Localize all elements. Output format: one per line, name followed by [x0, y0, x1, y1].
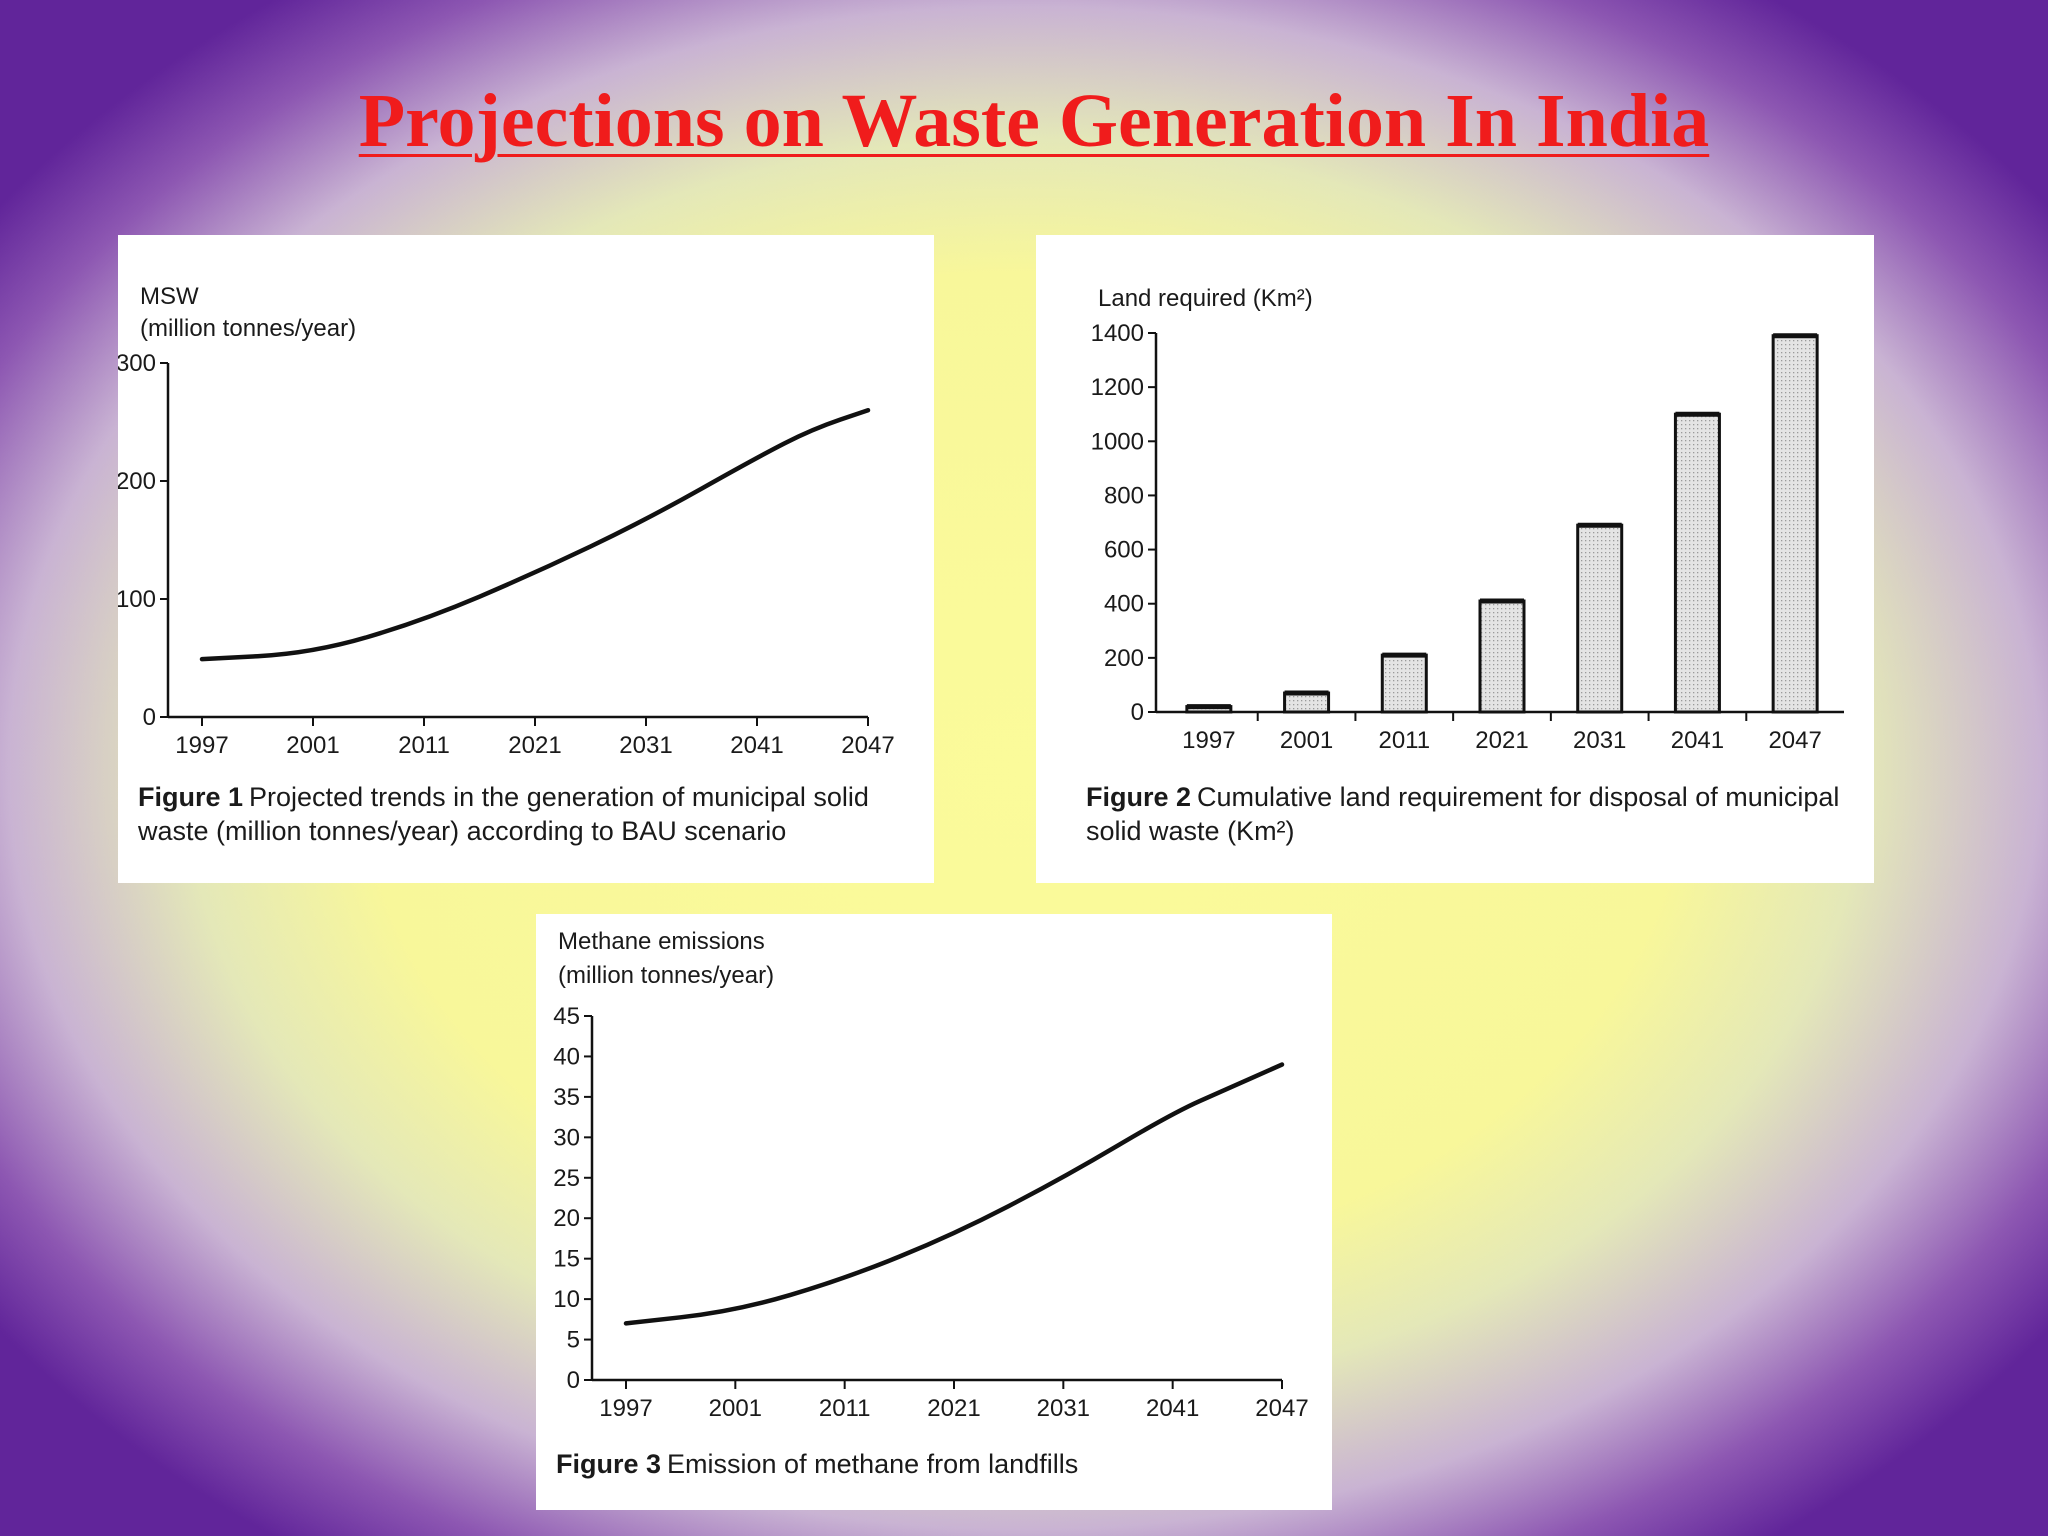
x-tick-label: 2021 — [1475, 727, 1528, 754]
y-tick-label: 0 — [143, 704, 156, 731]
x-tick-label: 1997 — [1182, 727, 1235, 754]
x-tick-label: 2041 — [730, 732, 783, 759]
x-tick-label: 2031 — [1573, 727, 1626, 754]
y-tick-label: 30 — [553, 1124, 580, 1151]
figure-2-caption-label: Figure 2 — [1086, 782, 1192, 812]
y-tick-label: 15 — [553, 1246, 580, 1273]
y-tick-label: 45 — [553, 1003, 580, 1030]
y-tick-label: 800 — [1104, 482, 1144, 509]
y-tick-label: 25 — [553, 1165, 580, 1192]
figure-1-panel: MSW (million tonnes/year) 0 100 200 300 1997… — [118, 235, 934, 883]
x-tick-label: 2047 — [841, 732, 894, 759]
y-tick-label: 200 — [1104, 645, 1144, 672]
x-tick-label: 2011 — [398, 732, 450, 759]
figure-3-caption-text: Emission of methane from landfills — [667, 1449, 1079, 1479]
x-tick-label: 2021 — [927, 1395, 980, 1422]
x-tick-label: 2041 — [1146, 1395, 1199, 1422]
figure-1-caption-label: Figure 1 — [138, 782, 244, 812]
x-tick-label: 1997 — [175, 732, 228, 759]
y-tick-label: 600 — [1104, 537, 1144, 564]
figure-1-caption: Figure 1 Projected trends in the generati… — [138, 780, 918, 848]
bar-2011 — [1380, 653, 1428, 714]
figure-3-panel: Methane emissions (million tonnes/year) … — [536, 914, 1332, 1510]
figure-1-ylabel-line2: (million tonnes/year) — [140, 315, 356, 342]
y-tick-label: 200 — [118, 468, 156, 495]
x-tick-label: 1997 — [599, 1395, 652, 1422]
y-tick-label: 5 — [567, 1327, 580, 1354]
y-tick-label: 400 — [1104, 591, 1144, 618]
x-tick-label: 2031 — [1037, 1395, 1090, 1422]
x-tick-label: 2047 — [1768, 727, 1821, 754]
figure-1-chart: MSW (million tonnes/year) 0 100 200 300 1997… — [118, 283, 895, 759]
y-tick-label: 0 — [567, 1367, 580, 1394]
figure-2-caption: Figure 2 Cumulative land requirement for … — [1086, 780, 1846, 848]
y-tick-label: 100 — [118, 586, 156, 613]
bar-2021 — [1478, 599, 1526, 714]
bar-2001 — [1283, 691, 1331, 714]
x-tick-label: 2047 — [1255, 1395, 1308, 1422]
y-tick-label: 1400 — [1091, 320, 1144, 347]
figure-1-caption-text: Projected trends in the generation of mu… — [138, 782, 869, 846]
x-tick-label: 2001 — [1280, 727, 1333, 754]
series-line-1 — [623, 1062, 1285, 1326]
slide-title-text: Projections on Waste Generation In India — [358, 79, 1710, 163]
figure-3-caption: Figure 3 Emission of methane from landfil… — [556, 1447, 1316, 1481]
y-tick-label: 20 — [553, 1205, 580, 1232]
y-tick-label: 10 — [553, 1286, 580, 1313]
figure-3-caption-label: Figure 3 — [556, 1449, 662, 1479]
x-tick-label: 2031 — [619, 732, 672, 759]
bar-2041 — [1673, 412, 1721, 714]
y-tick-label: 1000 — [1091, 428, 1144, 455]
x-tick-label: 2021 — [508, 732, 561, 759]
figure-3-ylabel-line1: Methane emissions — [558, 928, 765, 955]
x-tick-label: 2001 — [709, 1395, 762, 1422]
bar-2047 — [1771, 334, 1819, 714]
figure-2-ylabel: Land required (Km²) — [1098, 285, 1313, 312]
figure-3-ylabel-line2: (million tonnes/year) — [558, 962, 774, 989]
figure-2-panel: Land required (Km²) 0 200 400 600 800 1000 120… — [1036, 235, 1874, 883]
figure-2-caption-text: Cumulative land requirement for disposal… — [1086, 782, 1840, 846]
x-tick-label: 2011 — [1378, 727, 1430, 754]
series-line-1 — [199, 407, 871, 662]
y-tick-label: 40 — [553, 1043, 580, 1070]
x-tick-label: 2011 — [819, 1395, 871, 1422]
figure-3-chart: Methane emissions (million tonnes/year) … — [553, 928, 1308, 1422]
slide-title: Projections on Waste Generation In India — [0, 78, 2048, 165]
x-tick-label: 2041 — [1671, 727, 1724, 754]
figure-2-chart: Land required (Km²) 0 200 400 600 800 1000 120… — [1091, 285, 1844, 754]
y-tick-label: 0 — [1131, 699, 1144, 726]
y-tick-label: 1200 — [1091, 374, 1144, 401]
bar-2031 — [1576, 523, 1624, 714]
y-tick-label: 35 — [553, 1084, 580, 1111]
y-tick-label: 300 — [118, 350, 156, 377]
x-tick-label: 2001 — [286, 732, 339, 759]
figure-1-ylabel-line1: MSW — [140, 283, 199, 310]
